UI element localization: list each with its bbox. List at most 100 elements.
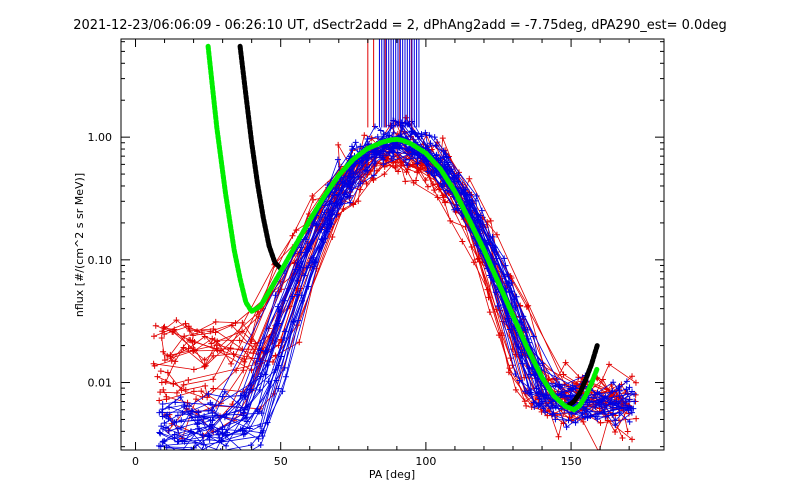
red-point <box>239 319 246 326</box>
blue-point <box>547 405 554 412</box>
red-point <box>580 418 587 425</box>
blue-point <box>242 393 249 400</box>
blue-point <box>276 308 283 315</box>
red-point <box>523 402 530 409</box>
red-point <box>202 362 209 369</box>
red-point <box>207 328 214 335</box>
red-point <box>436 186 443 193</box>
blue-trace <box>162 139 599 450</box>
blue-point <box>305 283 312 290</box>
blue-point <box>616 392 623 399</box>
blue-point <box>237 407 244 414</box>
red-point <box>606 361 613 368</box>
blue-point <box>186 403 193 410</box>
blue-point <box>563 424 570 431</box>
blue-point <box>207 417 214 424</box>
red-point <box>236 337 243 344</box>
blue-point <box>608 399 615 406</box>
red-point <box>498 329 505 336</box>
red-point <box>349 200 356 207</box>
red-point <box>570 380 577 387</box>
red-point <box>632 379 639 386</box>
red-point <box>161 323 168 330</box>
blue-point <box>623 386 630 393</box>
blue-point <box>372 123 379 130</box>
red-point <box>164 352 171 359</box>
blue-point <box>455 178 462 185</box>
blue-point <box>216 435 223 442</box>
blue-point <box>219 426 226 433</box>
blue-point <box>215 412 222 419</box>
blue-point <box>458 187 465 194</box>
blue-point <box>414 160 421 167</box>
blue-point <box>244 418 251 425</box>
red-point <box>560 420 567 427</box>
blue-point <box>188 428 195 435</box>
blue-point <box>536 401 543 408</box>
blue-point <box>155 442 162 449</box>
blue-point <box>552 382 559 389</box>
blue-point <box>159 400 166 407</box>
blue-point <box>195 409 202 416</box>
red-point <box>412 177 419 184</box>
red-point <box>233 367 240 374</box>
blue-point <box>477 212 484 219</box>
blue-point <box>532 400 539 407</box>
blue-point <box>402 156 409 163</box>
blue-point <box>321 209 328 216</box>
blue-point <box>281 364 288 371</box>
blue-point <box>257 442 264 449</box>
red-point <box>402 178 409 185</box>
blue-point <box>489 242 496 249</box>
blue-point <box>313 222 320 229</box>
blue-point <box>177 450 183 456</box>
blue-point <box>172 399 179 406</box>
blue-point <box>352 139 359 146</box>
red-point <box>532 394 539 401</box>
blue-point <box>628 409 635 416</box>
blue-point <box>549 411 556 418</box>
blue-point <box>451 206 458 213</box>
blue-point <box>303 236 310 243</box>
blue-point <box>294 259 301 266</box>
blue-point <box>263 347 270 354</box>
blue-point <box>248 442 255 449</box>
red-point <box>214 347 221 354</box>
blue-point <box>161 420 168 427</box>
red-point <box>162 378 169 385</box>
blue-point <box>221 388 228 395</box>
blue-point <box>372 147 379 154</box>
blue-point <box>348 143 355 150</box>
blue-point <box>259 427 266 434</box>
blue-point <box>208 458 214 464</box>
blue-point <box>521 324 528 331</box>
blue-point <box>262 371 269 378</box>
green-fit-curve <box>205 43 600 413</box>
red-point <box>521 398 528 405</box>
red-point <box>459 238 466 245</box>
blue-point <box>158 423 165 430</box>
red-point <box>212 329 219 336</box>
blue-point <box>626 384 633 391</box>
blue-point <box>626 396 633 403</box>
x-axis-label: PA [deg] <box>369 468 415 481</box>
red-point <box>157 389 164 396</box>
blue-point <box>549 400 556 407</box>
red-point <box>424 183 431 190</box>
blue-point <box>508 288 515 295</box>
red-point <box>505 369 512 376</box>
red-point <box>201 356 208 363</box>
blue-point <box>624 391 631 398</box>
red-point <box>178 387 185 394</box>
blue-point <box>439 183 446 190</box>
blue-point <box>321 221 328 228</box>
blue-point <box>478 207 485 214</box>
blue-point <box>258 410 265 417</box>
red-point <box>189 337 196 344</box>
blue-point <box>279 388 286 395</box>
red-point <box>357 186 364 193</box>
red-point <box>403 114 410 121</box>
blue-point <box>196 417 203 424</box>
blue-point <box>616 404 623 411</box>
